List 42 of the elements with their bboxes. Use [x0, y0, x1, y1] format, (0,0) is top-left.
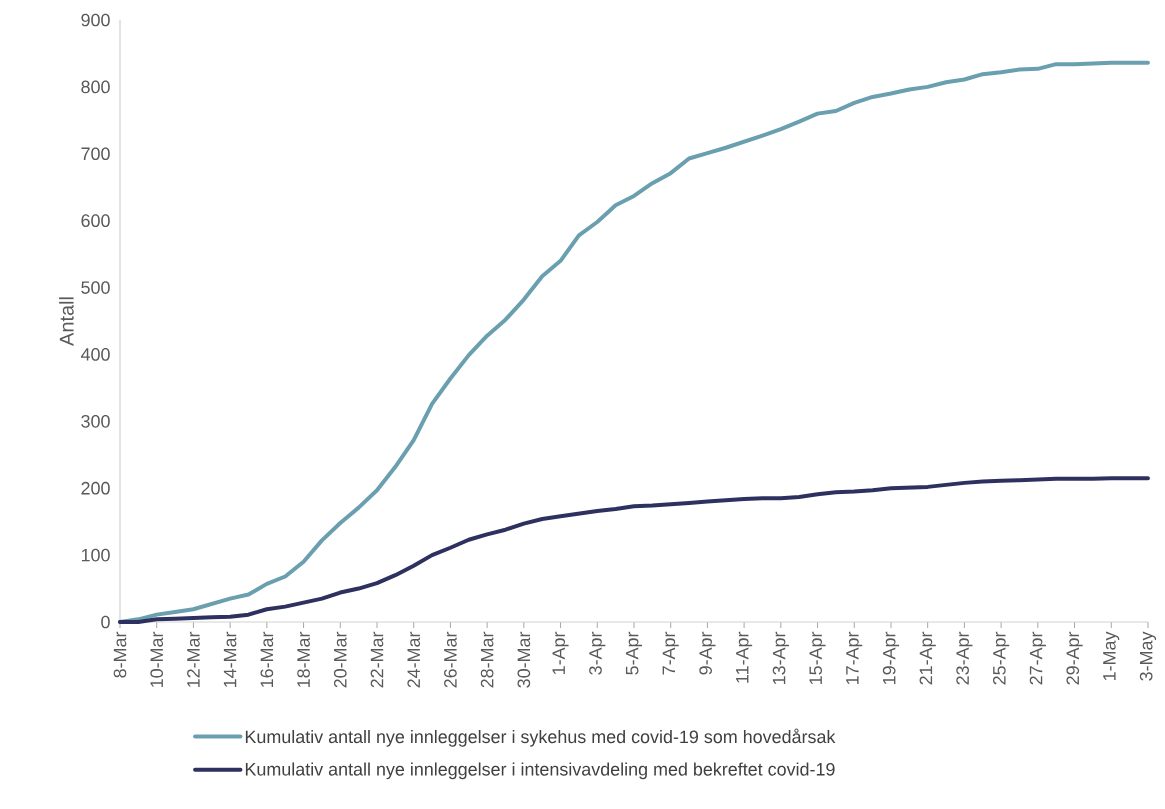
y-tick-label: 600: [81, 214, 110, 228]
x-tick-label: 3-Apr: [589, 631, 606, 675]
x-tick-label: 30-Mar: [517, 631, 531, 688]
x-tick-label: 29-Apr: [1066, 631, 1083, 685]
x-tick-label: 24-Mar: [407, 631, 421, 688]
legend-label: Kumulativ antall nye innleggelser i sykehus med covid-19 som hovedårsak: [245, 728, 836, 747]
x-tick-label: 17-Apr: [846, 631, 863, 684]
x-tick-label: 10-Mar: [150, 631, 164, 687]
y-tick-label: 400: [80, 348, 110, 361]
x-tick-label: 1-Apr: [552, 631, 569, 675]
x-tick-label: 18-Mar: [297, 631, 310, 687]
x-tick-label: 26-Mar: [444, 631, 457, 688]
x-tick-label: 11-Apr: [736, 631, 753, 683]
x-tick-label: 15-Apr: [809, 631, 826, 684]
legend-label: Kumulativ antall nye innleggelser i intensivavdeling med bekreftet covid-19: [245, 762, 835, 780]
x-tick-label: 14-Mar: [223, 631, 237, 687]
x-tick-label: 22-Mar: [370, 631, 384, 688]
x-tick-label: 1-May: [1103, 631, 1120, 680]
y-tick-label: 800: [81, 80, 110, 94]
x-tick-label: 21-Apr: [919, 631, 936, 685]
x-tick-label: 28-Mar: [480, 631, 494, 688]
x-tick-label: 5-Apr: [625, 631, 643, 675]
x-tick-label: 20-Mar: [333, 631, 347, 688]
y-tick-label: 300: [81, 414, 110, 428]
x-tick-label: 12-Mar: [187, 631, 200, 687]
y-tick-label: 900: [81, 13, 110, 27]
x-tick-label: 23-Apr: [956, 631, 973, 685]
x-tick-label: 27-Apr: [1029, 631, 1046, 685]
y-tick-label: 100: [81, 548, 110, 562]
x-tick-label: 25-Apr: [992, 631, 1010, 685]
x-tick-label: 9-Apr: [699, 631, 716, 675]
y-tick-label: 500: [81, 281, 110, 294]
x-tick-label: 16-Mar: [260, 631, 274, 687]
y-tick-label: 200: [81, 481, 110, 495]
x-tick-label: 13-Apr: [772, 631, 789, 684]
x-tick-label: 3-May: [1139, 631, 1157, 681]
x-tick-label: 19-Apr: [882, 631, 900, 684]
y-tick-label: 0: [101, 615, 110, 629]
y-axis-title: Antall: [59, 297, 74, 346]
y-tick-label: 700: [81, 147, 110, 161]
x-tick-label: 7-Apr: [662, 631, 679, 675]
x-tick-label: 8-Mar: [113, 631, 127, 678]
